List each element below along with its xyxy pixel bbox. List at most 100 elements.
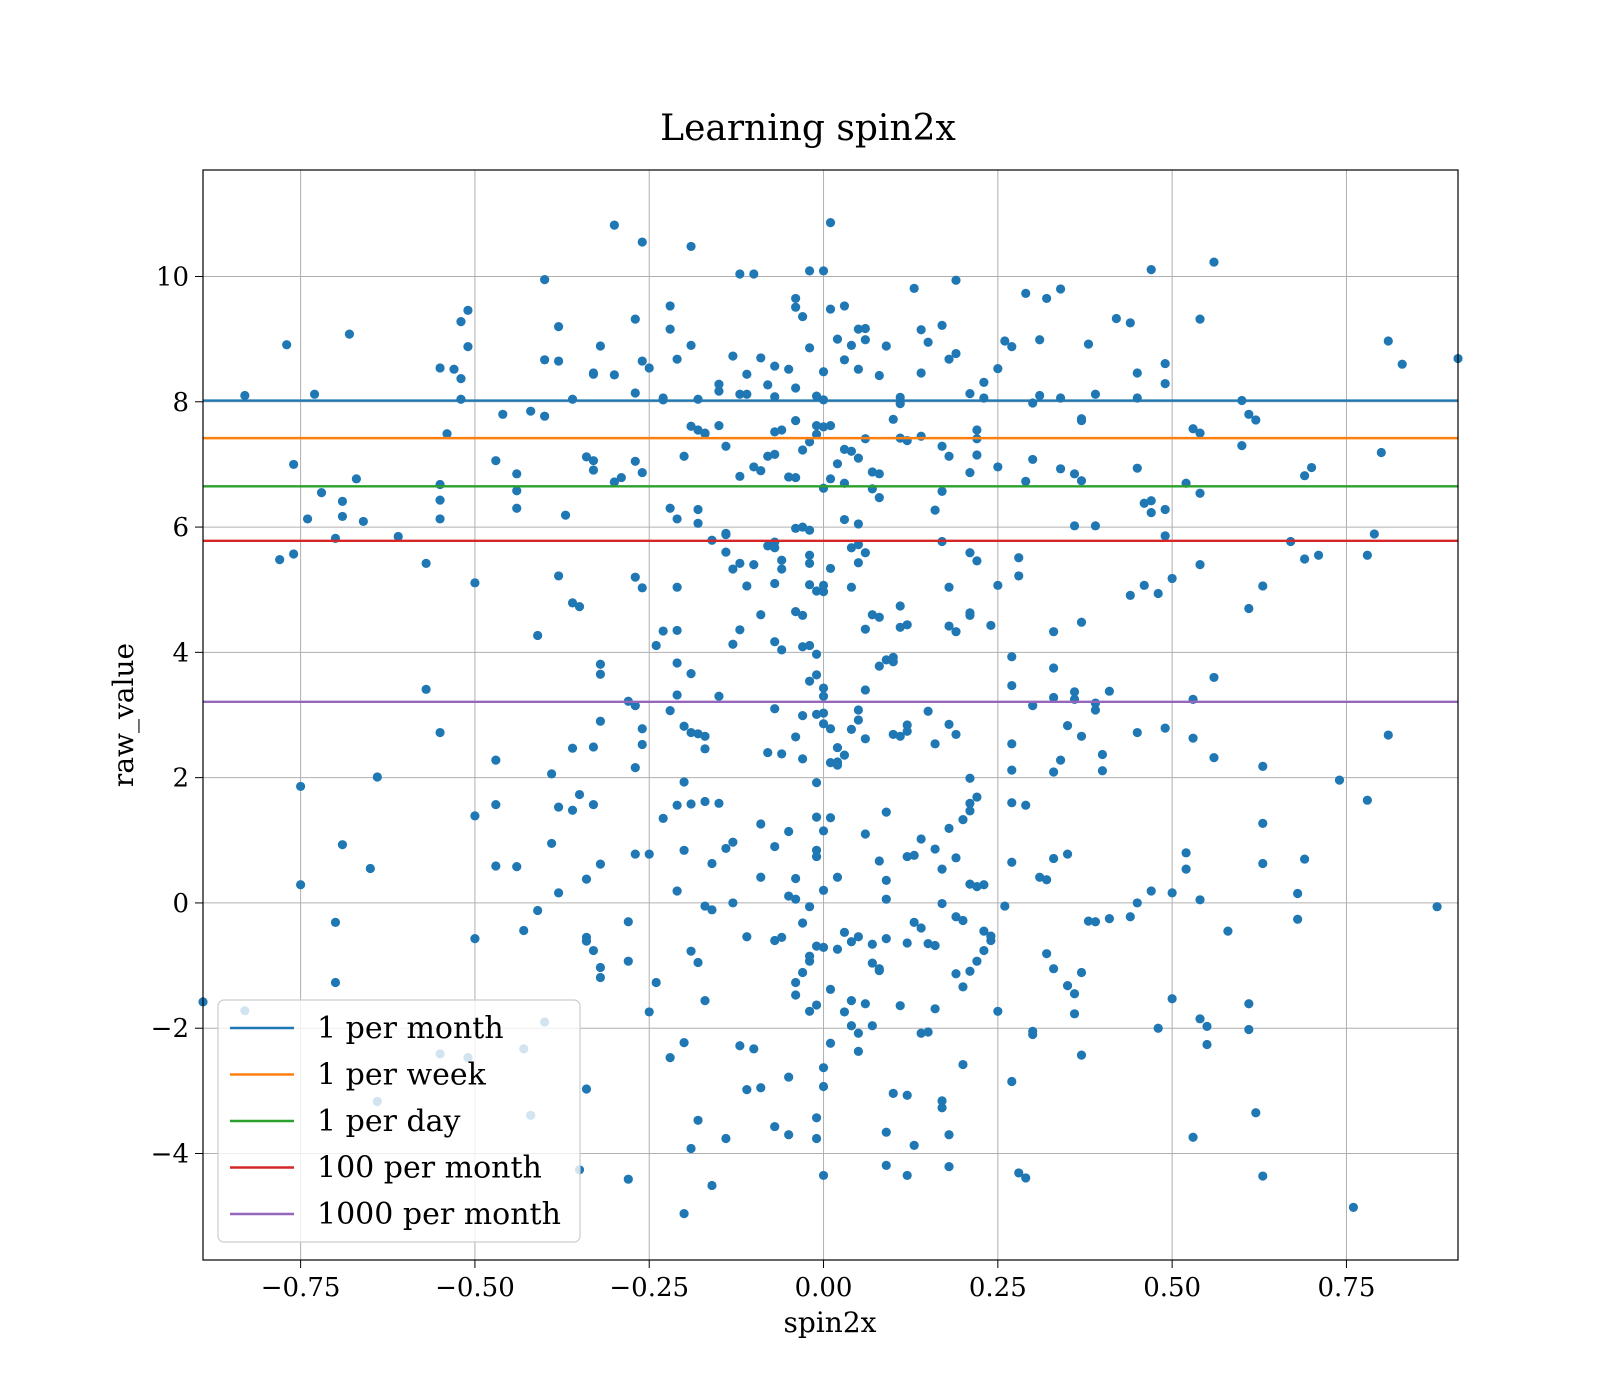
scatter-point — [804, 902, 815, 912]
scatter-point — [672, 690, 682, 700]
scatter-point — [867, 610, 877, 620]
scatter-point — [937, 441, 947, 451]
scatter-point — [686, 241, 696, 252]
scatter-point — [630, 456, 640, 466]
scatter-point — [435, 479, 445, 490]
scatter-point — [811, 649, 822, 659]
scatter-point — [811, 1133, 822, 1144]
scatter-point — [902, 620, 912, 630]
scatter-point — [658, 626, 668, 636]
scatter-point — [832, 459, 843, 469]
scatter-point — [1069, 687, 1080, 697]
scatter-point — [839, 514, 850, 525]
scatter-point — [1209, 257, 1219, 267]
scatter-point — [581, 874, 592, 884]
scatter-point — [296, 880, 306, 890]
scatter-point — [595, 962, 606, 973]
scatter-point — [958, 815, 968, 825]
scatter-point — [714, 420, 724, 431]
scatter-point — [1007, 680, 1017, 691]
scatter-point — [825, 563, 836, 574]
scatter-point — [553, 888, 564, 898]
scatter-point — [1028, 701, 1038, 711]
scatter-point — [763, 451, 773, 461]
y-axis-ticks: −4 −2 0 2 4 6 8 10 — [151, 262, 203, 1170]
scatter-point — [637, 583, 647, 593]
scatter-point — [965, 798, 975, 808]
scatter-point — [811, 709, 822, 719]
scatter-point — [540, 411, 550, 421]
scatter-point — [770, 361, 780, 371]
scatter-point — [930, 739, 940, 749]
scatter-point — [804, 525, 815, 535]
scatter-point — [470, 578, 480, 588]
legend-label: 1 per month — [317, 1011, 504, 1046]
scatter-point — [1049, 692, 1059, 703]
scatter-point — [1049, 767, 1059, 777]
scatter-point — [867, 1021, 877, 1031]
scatter-point — [1244, 999, 1254, 1009]
scatter-point — [804, 951, 815, 961]
scatter-point — [818, 826, 829, 836]
scatter-point — [1258, 1171, 1268, 1181]
scatter-point — [630, 314, 640, 324]
scatter-point — [1000, 336, 1010, 346]
scatter-point — [749, 560, 759, 570]
scatter-point — [686, 1143, 696, 1154]
scatter-point — [588, 945, 599, 956]
scatter-point — [693, 425, 703, 435]
scatter-point — [1062, 849, 1073, 859]
scatter-point — [358, 516, 368, 527]
scatter-point — [811, 851, 822, 862]
scatter-point — [588, 456, 599, 466]
scatter-point — [804, 580, 815, 590]
legend-label: 1 per day — [317, 1104, 461, 1139]
scatter-point — [763, 541, 773, 551]
scatter-point — [818, 885, 829, 896]
scatter-point — [853, 1046, 863, 1056]
scatter-point — [1251, 415, 1261, 425]
scatter-point — [902, 938, 912, 948]
scatter-point — [811, 941, 822, 951]
scatter-point — [1049, 663, 1059, 673]
y-tick-label: 8 — [172, 388, 189, 418]
scatter-point — [651, 640, 661, 651]
scatter-point — [665, 1053, 675, 1063]
scatter-point — [672, 625, 682, 636]
scatter-point — [846, 724, 857, 735]
legend-box — [217, 999, 581, 1243]
scatter-point — [1160, 723, 1170, 733]
scatter-point — [1007, 652, 1017, 662]
scatter-point — [777, 425, 787, 435]
scatter-point — [1202, 1021, 1212, 1031]
scatter-point — [393, 531, 403, 542]
scatter-point — [693, 957, 703, 968]
scatter-point — [1167, 888, 1177, 898]
scatter-point — [728, 351, 738, 361]
scatter-point — [672, 514, 682, 524]
scatter-point — [1195, 895, 1205, 905]
scatter-point — [770, 427, 780, 437]
scatter-point — [735, 625, 745, 635]
scatter-point — [937, 898, 947, 909]
scatter-point — [526, 406, 536, 416]
scatter-point — [1146, 496, 1156, 506]
scatter-point — [881, 341, 891, 351]
scatter-point — [874, 661, 884, 671]
scatter-point — [874, 856, 884, 866]
scatter-point — [777, 645, 787, 655]
scatter-point — [1195, 428, 1205, 438]
scatter-point — [853, 715, 863, 725]
scatter-point — [979, 377, 989, 387]
scatter-point — [595, 341, 606, 351]
scatter-point — [791, 383, 801, 393]
scatter-point — [804, 1006, 815, 1016]
scatter-point — [770, 704, 780, 714]
scatter-point — [686, 669, 696, 679]
scatter-point — [651, 977, 661, 988]
scatter-point — [560, 510, 571, 520]
scatter-point — [1313, 550, 1324, 560]
scatter-point — [595, 859, 606, 869]
scatter-point — [714, 379, 724, 389]
scatter-point — [1069, 989, 1080, 999]
